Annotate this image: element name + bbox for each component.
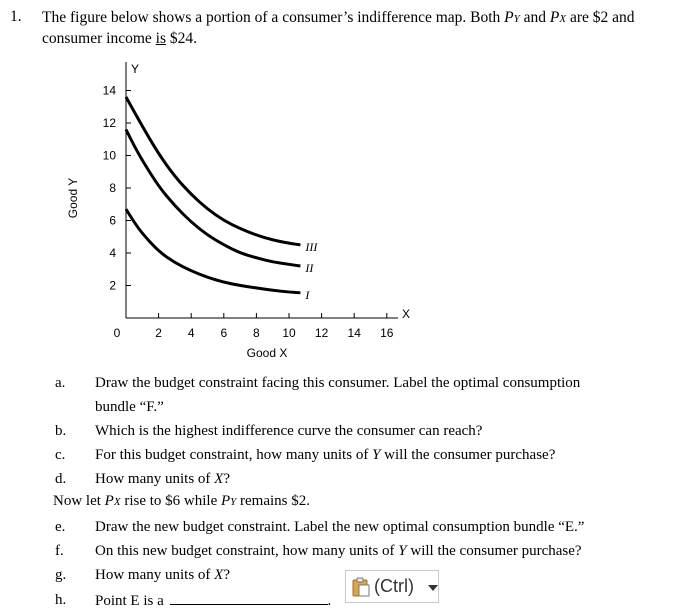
curve-label-III: III xyxy=(304,240,318,254)
item-c-text-a: For this budget constraint, how many uni… xyxy=(95,447,373,463)
y-tick-label: 8 xyxy=(109,181,116,195)
now-c: remains $2. xyxy=(236,493,311,509)
paste-options-button[interactable]: (Ctrl) xyxy=(345,570,439,603)
item-h-label: h. xyxy=(55,592,67,608)
item-h-text: Point E is a xyxy=(95,593,168,609)
curve-label-II: II xyxy=(304,261,314,275)
item-f-label: f. xyxy=(55,543,64,559)
x-axis-title: Good X xyxy=(247,346,288,360)
y-tick-label: 2 xyxy=(109,279,116,293)
item-g-label: g. xyxy=(55,567,67,583)
question-line1-b: are $2 and xyxy=(566,9,635,26)
item-f-text-a: On this new budget constraint, how many … xyxy=(95,543,399,559)
now-py-sub: Y xyxy=(230,496,237,508)
px-symbol: P xyxy=(549,9,560,26)
indifference-curve-II xyxy=(124,128,301,268)
x-tick-label: 10 xyxy=(282,326,296,340)
question-line2-b: $24. xyxy=(165,30,197,47)
item-d-text-b: ? xyxy=(223,471,231,487)
x-tick-label: 0 xyxy=(114,326,121,340)
now-py: P xyxy=(220,493,231,509)
py-symbol: P xyxy=(504,9,514,26)
item-e-text: Draw the new budget constraint. Label th… xyxy=(95,519,585,535)
indifference-curve-I xyxy=(124,208,301,295)
answer-blank[interactable] xyxy=(169,591,328,605)
x-tick-label: 4 xyxy=(188,326,195,340)
now-a: Now let xyxy=(53,493,105,509)
py-subscript: Y xyxy=(513,13,520,25)
item-e-label: e. xyxy=(55,519,66,535)
x-tick-label: 12 xyxy=(315,326,329,340)
item-g-text-a: How many units of xyxy=(95,567,215,583)
y-tick-label: 14 xyxy=(103,84,117,98)
y-tick-label: 4 xyxy=(109,246,116,260)
clipboard-icon xyxy=(352,577,370,597)
question-line2-a: consumer income xyxy=(42,30,156,47)
now-b: rise to $6 while xyxy=(120,493,221,509)
item-b-text: Which is the highest indifference curve … xyxy=(95,423,483,439)
px-subscript: X xyxy=(559,13,567,25)
x-tick-label: 16 xyxy=(380,326,394,340)
x-tick-label: 14 xyxy=(348,326,362,340)
item-d-label: d. xyxy=(55,471,67,487)
now-line: Now let PX rise to $6 while PY remains $… xyxy=(53,493,310,510)
now-px: P xyxy=(104,493,114,509)
item-g-text-b: ? xyxy=(223,567,231,583)
y-tick-label: 12 xyxy=(103,116,117,130)
x-tick-label: 2 xyxy=(155,326,162,340)
item-a-line2: bundle “F.” xyxy=(95,399,164,415)
paste-options-label: (Ctrl) xyxy=(374,576,414,596)
item-c-text-b: will the consumer purchase? xyxy=(380,447,556,463)
item-c-var: Y xyxy=(372,447,381,463)
item-d-var: X xyxy=(214,471,224,487)
item-a-label: a. xyxy=(55,375,66,391)
chevron-down-icon[interactable] xyxy=(428,585,438,591)
item-a-line1: Draw the budget constraint facing this c… xyxy=(95,375,581,391)
item-f-text-b: will the consumer purchase? xyxy=(406,543,582,559)
question-is: is xyxy=(155,30,166,47)
y-tick-label: 10 xyxy=(103,149,117,163)
now-px-sub: X xyxy=(113,496,121,508)
question-line1-mid: and xyxy=(519,9,550,26)
y-tick-label: 6 xyxy=(109,214,116,228)
chart-axes xyxy=(125,62,398,319)
chart-curves xyxy=(124,96,301,295)
item-b-label: b. xyxy=(55,423,67,439)
indifference-curve-III xyxy=(124,96,301,247)
curve-label-I: I xyxy=(304,288,310,302)
x-axis-letter: X xyxy=(402,307,410,321)
item-f-var: Y xyxy=(398,543,407,559)
y-axis-letter: Y xyxy=(131,62,139,76)
question-line1-a: The figure below shows a portion of a co… xyxy=(42,9,505,26)
item-g-var: X xyxy=(214,567,224,583)
y-axis-title: Good Y xyxy=(66,178,80,218)
x-tick-label: 8 xyxy=(253,326,260,340)
question-text: The figure below shows a portion of a co… xyxy=(42,8,662,48)
item-d-text-a: How many units of xyxy=(95,471,215,487)
x-tick-label: 6 xyxy=(220,326,227,340)
question-number: 1. xyxy=(10,8,22,25)
chart-ticks xyxy=(126,90,388,318)
item-c-label: c. xyxy=(55,447,66,463)
